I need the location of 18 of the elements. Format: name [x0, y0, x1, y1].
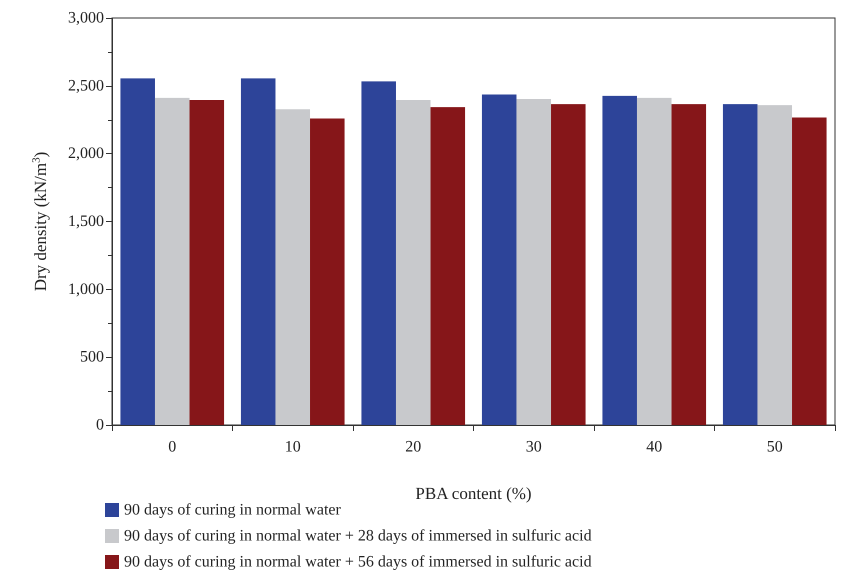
y-axis-title: Dry density (kN/m3): [30, 152, 50, 292]
y-tick-label: 3,000: [68, 10, 104, 26]
legend-label: 90 days of curing in normal water + 28 days of immersed in sulfuric acid: [124, 528, 592, 544]
y-tick-label: 500: [80, 348, 104, 366]
legend-label: 90 days of curing in normal water + 56 days of immersed in sulfuric acid: [124, 554, 592, 570]
y-tick-label: 2,500: [68, 77, 104, 94]
x-tick-label: 50: [766, 438, 783, 456]
x-axis-title: PBA content (%): [415, 484, 532, 503]
x-tick-label: 30: [526, 438, 542, 456]
legend-label: 90 days of curing in normal water: [124, 502, 342, 518]
x-tick-label: 0: [168, 438, 176, 456]
x-tick-label: 10: [284, 438, 301, 456]
y-tick-label: 0: [96, 416, 104, 434]
y-tick-label: 2,000: [68, 145, 104, 162]
x-tick-label: 20: [405, 438, 422, 456]
y-tick-label: 1,000: [68, 280, 104, 298]
y-tick-label: 1,500: [68, 213, 104, 230]
x-tick-label: 40: [646, 438, 662, 456]
